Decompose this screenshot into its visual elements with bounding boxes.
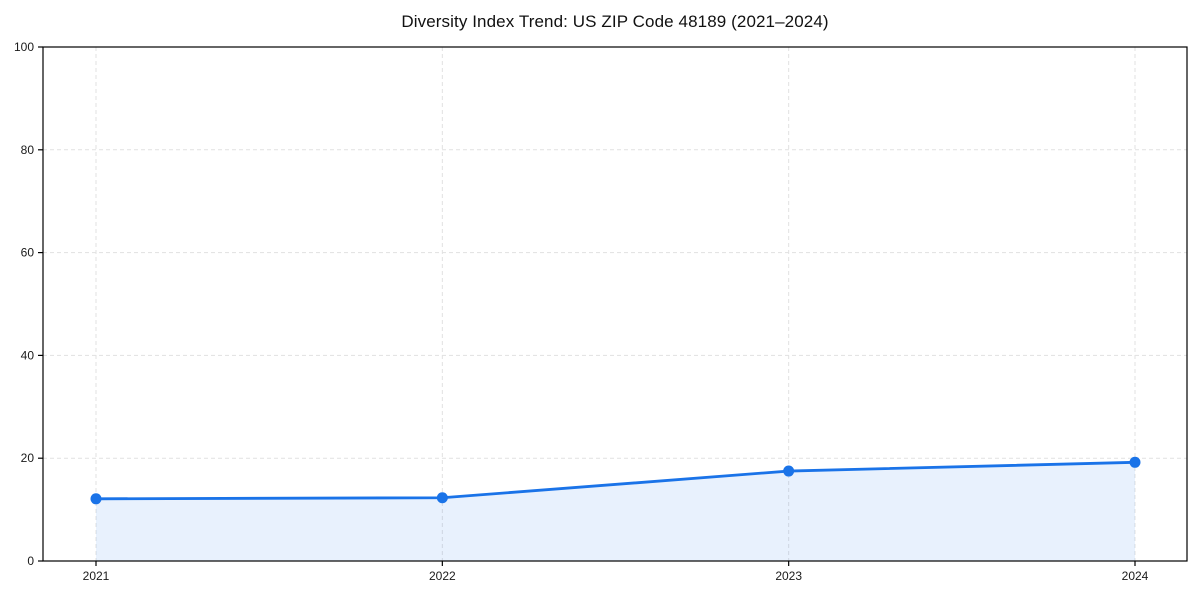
data-point-marker <box>90 493 102 505</box>
area-fill <box>96 462 1135 561</box>
axes-frame <box>42 46 1188 562</box>
y-tick-label: 80 <box>21 143 35 157</box>
x-tick-label: 2022 <box>429 569 456 583</box>
x-tick-label: 2024 <box>1122 569 1149 583</box>
chart-title: Diversity Index Trend: US ZIP Code 48189… <box>401 12 829 31</box>
data-point-marker <box>436 492 448 504</box>
y-tick-label: 0 <box>27 554 34 568</box>
data-point-marker <box>783 465 795 477</box>
y-tick-label: 20 <box>21 451 35 465</box>
data-point-marker <box>1129 456 1141 468</box>
y-tick-label: 60 <box>21 246 35 260</box>
y-tick-label: 100 <box>14 40 34 54</box>
trend-line <box>94 460 1137 501</box>
x-tick-label: 2021 <box>83 569 110 583</box>
y-tick-label: 40 <box>21 348 35 362</box>
x-tick-label: 2023 <box>775 569 802 583</box>
